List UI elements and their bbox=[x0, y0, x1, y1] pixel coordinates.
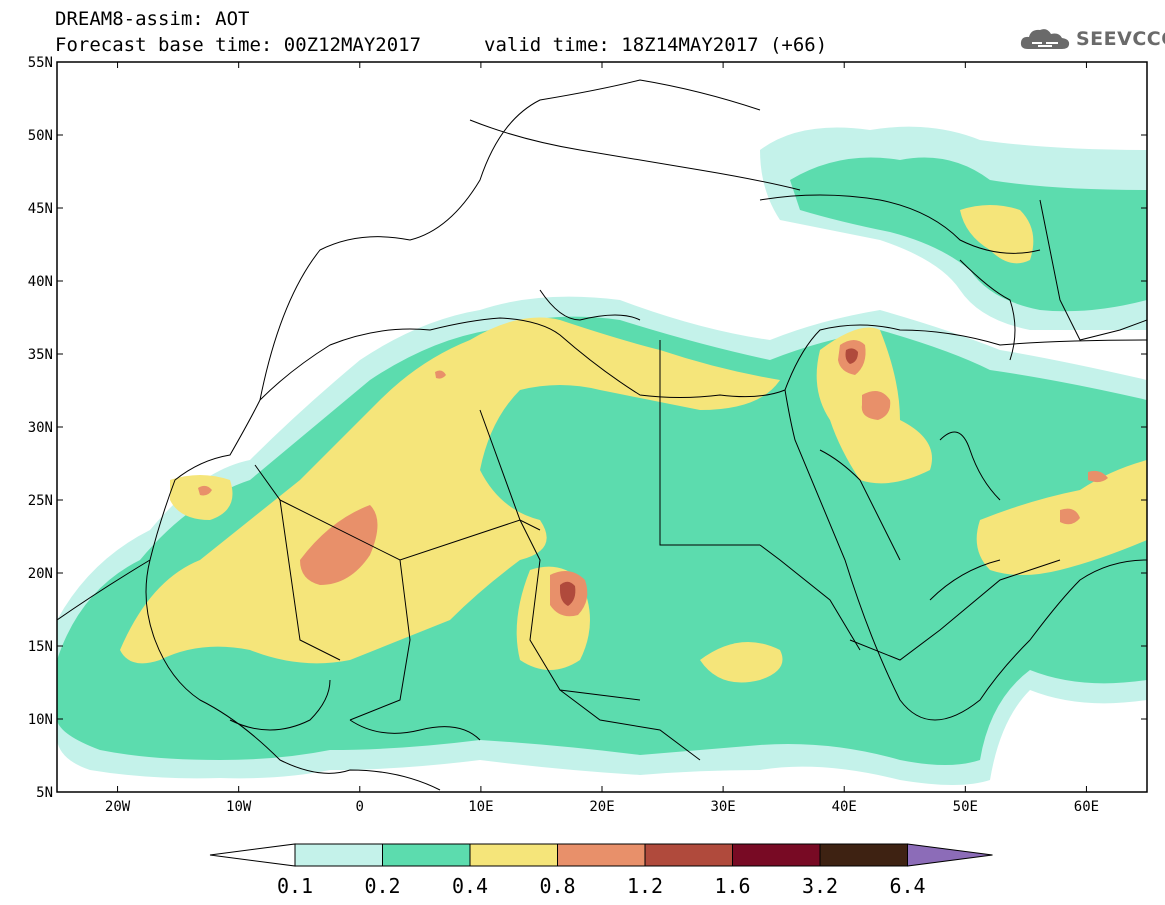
colorbar-high-triangle bbox=[907, 843, 993, 867]
lat-tick-label: 30N bbox=[28, 420, 53, 436]
colorbar-box bbox=[644, 843, 733, 867]
colorbar-box bbox=[382, 843, 471, 867]
lon-tick-label: 30E bbox=[710, 799, 735, 815]
lat-tick-label: 25N bbox=[28, 493, 53, 509]
lat-tick-label: 5N bbox=[36, 785, 53, 801]
lon-tick-label: 60E bbox=[1074, 799, 1099, 815]
lat-tick-label: 20N bbox=[28, 566, 53, 582]
coastlines bbox=[57, 79, 1147, 791]
colorbar-box bbox=[732, 843, 821, 867]
colorbar-label: 0.4 bbox=[452, 874, 488, 898]
colorbar-box bbox=[469, 843, 558, 867]
colorbar-label: 6.4 bbox=[889, 874, 925, 898]
seevccc-logo: SEEVCCC bbox=[1018, 24, 1165, 54]
lat-tick-label: 15N bbox=[28, 639, 53, 655]
lon-tick-label: 40E bbox=[832, 799, 857, 815]
colorbar-label: 0.2 bbox=[364, 874, 400, 898]
colorbar-label: 0.8 bbox=[539, 874, 575, 898]
lat-tick-label: 40N bbox=[28, 274, 53, 290]
logo-text: SEEVCCC bbox=[1076, 28, 1165, 50]
colorbar-label: 1.6 bbox=[714, 874, 750, 898]
colorbar-label: 1.2 bbox=[627, 874, 663, 898]
aot-level-1.2 bbox=[560, 348, 858, 606]
lon-tick-label: 20W bbox=[105, 799, 131, 815]
colorbar-box bbox=[294, 843, 383, 867]
lon-tick-label: 10E bbox=[468, 799, 493, 815]
lat-tick-label: 50N bbox=[28, 128, 53, 144]
longitude-axis: 20W 10W 0 10E 20E 30E 40E 50E 60E bbox=[105, 62, 1099, 815]
lat-tick-label: 10N bbox=[28, 712, 53, 728]
aot-field bbox=[57, 62, 1147, 792]
colorbar-label: 0.1 bbox=[277, 874, 313, 898]
lat-tick-label: 45N bbox=[28, 201, 53, 217]
colorbar-box bbox=[557, 843, 646, 867]
forecast-base-time: Forecast base time: 00Z12MAY2017 bbox=[55, 34, 422, 56]
colorbar: 0.1 0.2 0.4 0.8 1.2 1.6 3.2 6.4 bbox=[209, 843, 993, 898]
lon-tick-label: 50E bbox=[953, 799, 978, 815]
lat-tick-label: 35N bbox=[28, 347, 53, 363]
latitude-axis: 55N 50N 45N 40N 35N 30N 25N 20N 15N 10N 5N bbox=[28, 55, 1147, 801]
colorbar-box bbox=[819, 843, 908, 867]
colorbar-low-triangle bbox=[209, 843, 296, 867]
valid-time: valid time: 18Z14MAY2017 (+66) bbox=[484, 34, 828, 56]
map-title: DREAM8-assim: AOT bbox=[55, 8, 250, 30]
lat-tick-label: 55N bbox=[28, 55, 53, 71]
lon-tick-label: 20E bbox=[589, 799, 614, 815]
lon-tick-label: 0 bbox=[356, 799, 364, 815]
colorbar-label: 3.2 bbox=[802, 874, 838, 898]
lon-tick-label: 10W bbox=[226, 799, 252, 815]
cloud-icon bbox=[1020, 29, 1070, 49]
